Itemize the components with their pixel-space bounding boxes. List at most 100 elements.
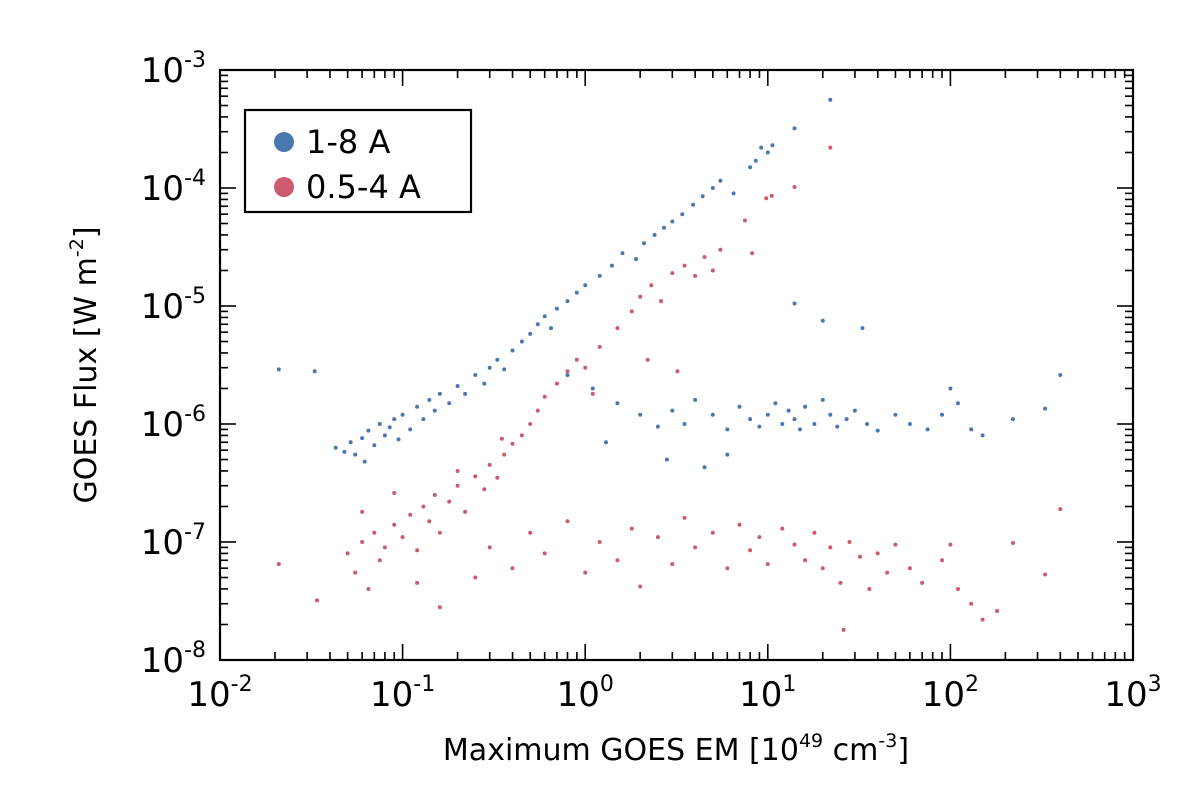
x-tick-label-3: 101 <box>739 672 796 715</box>
series-1-point-94 <box>980 617 985 622</box>
x-axis-label-mid: cm <box>823 733 878 768</box>
series-0-point-32 <box>528 331 533 336</box>
series-1-point-2 <box>345 551 350 556</box>
series-0-point-73 <box>725 427 730 432</box>
series-0-point-101 <box>1043 406 1048 411</box>
series-1-point-106 <box>675 369 680 374</box>
series-0-point-67 <box>638 412 643 417</box>
series-0-point-97 <box>956 401 960 406</box>
series-0-point-93 <box>907 422 912 426</box>
series-1-point-45 <box>718 247 723 252</box>
series-0-point-51 <box>710 186 715 190</box>
series-1-point-23 <box>495 475 500 480</box>
series-1-point-66 <box>670 562 675 567</box>
series-0-point-87 <box>835 424 840 429</box>
series-0-point-43 <box>634 257 639 261</box>
series-0-point-39 <box>583 283 588 288</box>
series-1-point-58 <box>542 551 547 556</box>
series-1-point-38 <box>649 283 654 288</box>
series-1-point-61 <box>597 540 602 544</box>
x-axis-label-base: Maximum GOES EM [10 <box>443 733 799 768</box>
series-0-point-21 <box>437 391 442 396</box>
series-0-point-65 <box>590 386 595 391</box>
series-0-point-88 <box>844 417 849 422</box>
series-0-point-44 <box>642 241 646 246</box>
series-1-point-53 <box>437 605 442 610</box>
series-1-point-93 <box>969 601 974 606</box>
series-1-point-63 <box>629 526 634 531</box>
series-0-point-28 <box>495 357 500 362</box>
series-0-point-61 <box>792 301 797 306</box>
y-tick-label-1: 10-7 <box>141 520 206 563</box>
series-1-point-97 <box>1043 572 1048 577</box>
series-1-point-18 <box>455 483 460 488</box>
series-0-point-23 <box>455 384 460 388</box>
series-1-point-76 <box>792 542 797 547</box>
series-1-point-96 <box>1010 541 1015 545</box>
series-0-point-72 <box>710 412 715 417</box>
series-1-point-9 <box>392 522 397 527</box>
series-1-point-72 <box>748 548 753 553</box>
series-1-point-31 <box>565 369 570 374</box>
series-1-point-54 <box>473 575 478 580</box>
series-1-point-70 <box>725 566 730 571</box>
series-0-point-62 <box>820 318 825 323</box>
series-1-point-67 <box>682 515 687 520</box>
series-0-point-20 <box>432 408 437 413</box>
series-0-point-56 <box>759 145 764 150</box>
series-1-point-37 <box>638 294 643 299</box>
series-0-point-66 <box>615 401 620 406</box>
series-1-point-83 <box>858 554 862 559</box>
series-1-point-90 <box>940 558 944 563</box>
series-1-point-103 <box>499 436 504 441</box>
series-0-point-50 <box>700 194 705 199</box>
series-0-point-24 <box>463 391 468 396</box>
series-0-point-91 <box>875 428 880 433</box>
series-1-point-55 <box>487 545 492 550</box>
series-0-point-22 <box>447 401 452 406</box>
series-1-point-78 <box>812 530 817 535</box>
series-1-point-56 <box>510 566 515 571</box>
series-1-point-33 <box>583 365 588 370</box>
series-1-point-69 <box>710 530 715 535</box>
series-1-point-60 <box>583 570 588 575</box>
series-1-point-73 <box>757 535 762 540</box>
x-axis-label-end: ] <box>897 733 909 768</box>
series-1-point-11 <box>408 512 413 517</box>
y-tick-label-3: 10-5 <box>141 284 206 327</box>
x-axis-label-exponent: 49 <box>799 730 823 752</box>
series-1-point-99 <box>841 627 846 632</box>
series-1-point-57 <box>528 530 533 535</box>
series-1-point-92 <box>956 587 960 591</box>
legend-label-1-8-a: 1-8 A <box>306 123 390 161</box>
series-1-point-17 <box>447 499 452 504</box>
series-0-point-86 <box>828 412 833 417</box>
series-1-point-40 <box>670 271 675 276</box>
y-axis-label: GOES Flux [W m-2] <box>66 226 104 503</box>
series-0-point-81 <box>792 417 797 422</box>
series-1-point-27 <box>528 422 533 426</box>
series-1-point-81 <box>838 580 843 585</box>
y-axis-label-base: GOES Flux [W m <box>69 257 104 503</box>
series-0-point-19 <box>427 397 432 402</box>
points-layer <box>276 97 1063 632</box>
series-0-point-8 <box>366 428 371 433</box>
legend-swatch-1-8-a <box>274 132 294 152</box>
series-0-point-106 <box>604 440 608 445</box>
series-0-point-54 <box>748 165 753 170</box>
series-1-point-89 <box>920 580 925 585</box>
series-0-point-30 <box>510 348 515 353</box>
series-0-point-33 <box>535 322 540 327</box>
series-1-point-3 <box>353 570 358 575</box>
series-1-point-5 <box>366 587 371 591</box>
x-axis-label: Maximum GOES EM [1049 cm-3] <box>443 730 909 768</box>
series-1-point-19 <box>463 509 468 514</box>
series-0-point-9 <box>372 443 377 448</box>
series-1-point-26 <box>519 433 524 438</box>
series-0-point-17 <box>415 404 420 409</box>
series-0-point-59 <box>792 126 797 131</box>
series-1-point-75 <box>780 526 785 531</box>
series-1-point-25 <box>510 441 515 446</box>
series-0-point-60 <box>828 97 833 102</box>
series-0-point-82 <box>798 427 802 432</box>
